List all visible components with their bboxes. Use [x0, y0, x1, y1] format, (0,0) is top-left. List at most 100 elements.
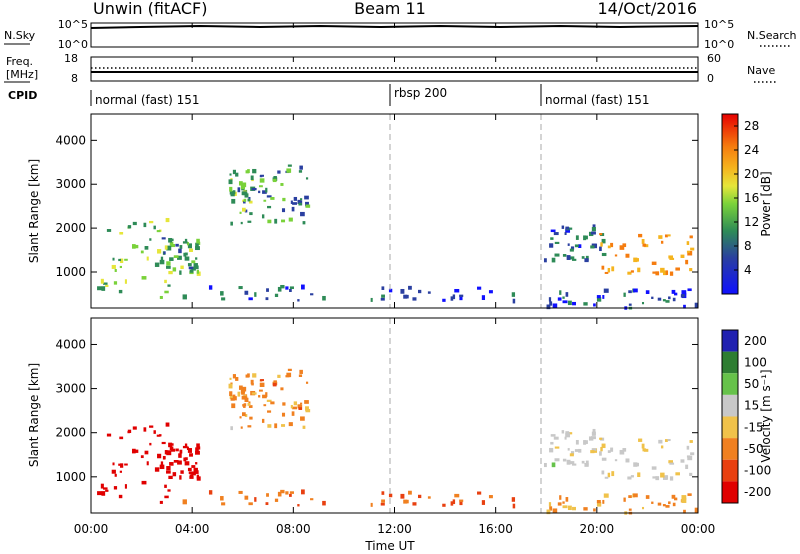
velocity-cell: [543, 462, 547, 468]
power-cell: [263, 199, 267, 202]
velocity-cell: [565, 431, 569, 435]
power-cell: [196, 269, 200, 274]
power-cell: [406, 294, 409, 299]
velocity-cell: [281, 424, 286, 427]
power-cell: [636, 258, 639, 262]
power-cell: [187, 243, 192, 249]
range-tick-label: 1000: [55, 470, 86, 484]
velocity-cell: [188, 471, 194, 474]
power-cell: [305, 204, 311, 208]
velocity-cell: [625, 458, 630, 463]
velocity-cell: [450, 501, 454, 506]
power-cell: [105, 284, 109, 287]
velocity-cell: [114, 473, 117, 477]
velocity-cell: [596, 502, 602, 507]
power-cell: [153, 225, 156, 230]
velocity-cell: [290, 404, 293, 409]
velocity-cell: [141, 480, 147, 485]
velocity-cell: [97, 491, 102, 496]
velocity-cell: [292, 406, 297, 410]
power-cell: [686, 250, 690, 253]
velocity-cell: [611, 471, 615, 477]
velocity-cell: [633, 493, 638, 498]
velocity-cell: [381, 491, 385, 495]
velocity-cell: [179, 449, 183, 454]
velocity-cell: [157, 453, 162, 459]
power-cell: [668, 255, 674, 259]
velocity-cell: [196, 443, 200, 449]
velocity-cell: [658, 439, 663, 444]
velocity-cell: [240, 389, 246, 394]
velocity-cell: [243, 403, 247, 407]
velocity-cell: [381, 499, 385, 503]
power-cell: [689, 268, 693, 272]
velocity-cell: [551, 462, 556, 468]
power-cell: [567, 300, 572, 306]
velocity-cell: [641, 443, 645, 449]
power-cell: [591, 227, 596, 232]
power-cell: [569, 248, 574, 252]
beam-title: Beam 11: [354, 0, 426, 18]
power-cell: [195, 242, 199, 248]
velocity-cell: [301, 489, 305, 495]
power-cell: [553, 232, 559, 236]
velocity-cell: [662, 504, 666, 507]
velocity-cell: [591, 448, 597, 451]
velocity-cell: [681, 495, 687, 500]
velocity-colorbar-tick: -15: [744, 420, 764, 434]
range-tick-label: 4000: [55, 133, 86, 147]
velocity-cell: [636, 462, 639, 467]
power-cell: [477, 286, 482, 290]
velocity-cell: [302, 425, 306, 429]
velocity-cell: [230, 382, 233, 385]
cpid-label: CPID: [8, 89, 37, 102]
velocity-cell: [177, 460, 182, 465]
power-cell: [604, 271, 609, 274]
power-cell: [381, 294, 385, 298]
velocity-cell: [602, 499, 605, 504]
velocity-cell: [418, 494, 422, 499]
velocity-cell: [669, 462, 675, 465]
power-cell: [601, 238, 606, 244]
velocity-cell: [305, 408, 311, 413]
velocity-cell: [111, 469, 116, 474]
velocity-cell: [106, 433, 112, 437]
velocity-cell: [614, 459, 618, 462]
velocity-cell: [571, 463, 577, 466]
power-cell: [260, 174, 264, 177]
power-cell: [452, 294, 456, 300]
power-cell: [554, 241, 560, 244]
velocity-cell: [452, 499, 456, 505]
power-cell: [297, 299, 300, 302]
velocity-cell: [265, 392, 268, 397]
velocity-cell: [293, 401, 298, 406]
velocity-cell: [581, 460, 585, 464]
sky-right-tick-bottom: 10^0: [704, 38, 734, 51]
velocity-cell: [607, 450, 611, 453]
power-cell: [240, 185, 246, 190]
velocity-cell: [266, 399, 272, 402]
velocity-cell: [180, 470, 184, 474]
velocity-cell: [601, 457, 607, 461]
power-cell: [625, 253, 630, 258]
velocity-cell: [599, 437, 603, 440]
power-cell: [113, 281, 118, 285]
power-cell: [638, 233, 643, 238]
velocity-cell: [249, 416, 253, 420]
velocity-cell: [671, 494, 676, 499]
velocity-cell: [291, 411, 295, 416]
velocity-cell: [241, 395, 247, 400]
velocity-cell: [281, 412, 286, 417]
velocity-cell: [184, 443, 188, 448]
power-cell: [287, 164, 292, 167]
velocity-cell: [165, 422, 170, 427]
velocity-cell: [305, 381, 309, 384]
velocity-cell: [259, 382, 265, 387]
velocity-cell: [289, 493, 292, 497]
power-cell: [305, 201, 309, 207]
power-cell: [175, 243, 179, 247]
velocity-cell: [195, 470, 199, 474]
power-cell: [242, 207, 246, 212]
power-cell: [301, 284, 305, 290]
power-cell: [583, 235, 587, 241]
